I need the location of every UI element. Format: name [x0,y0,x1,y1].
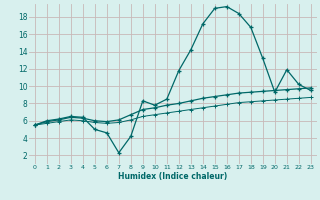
X-axis label: Humidex (Indice chaleur): Humidex (Indice chaleur) [118,172,228,181]
